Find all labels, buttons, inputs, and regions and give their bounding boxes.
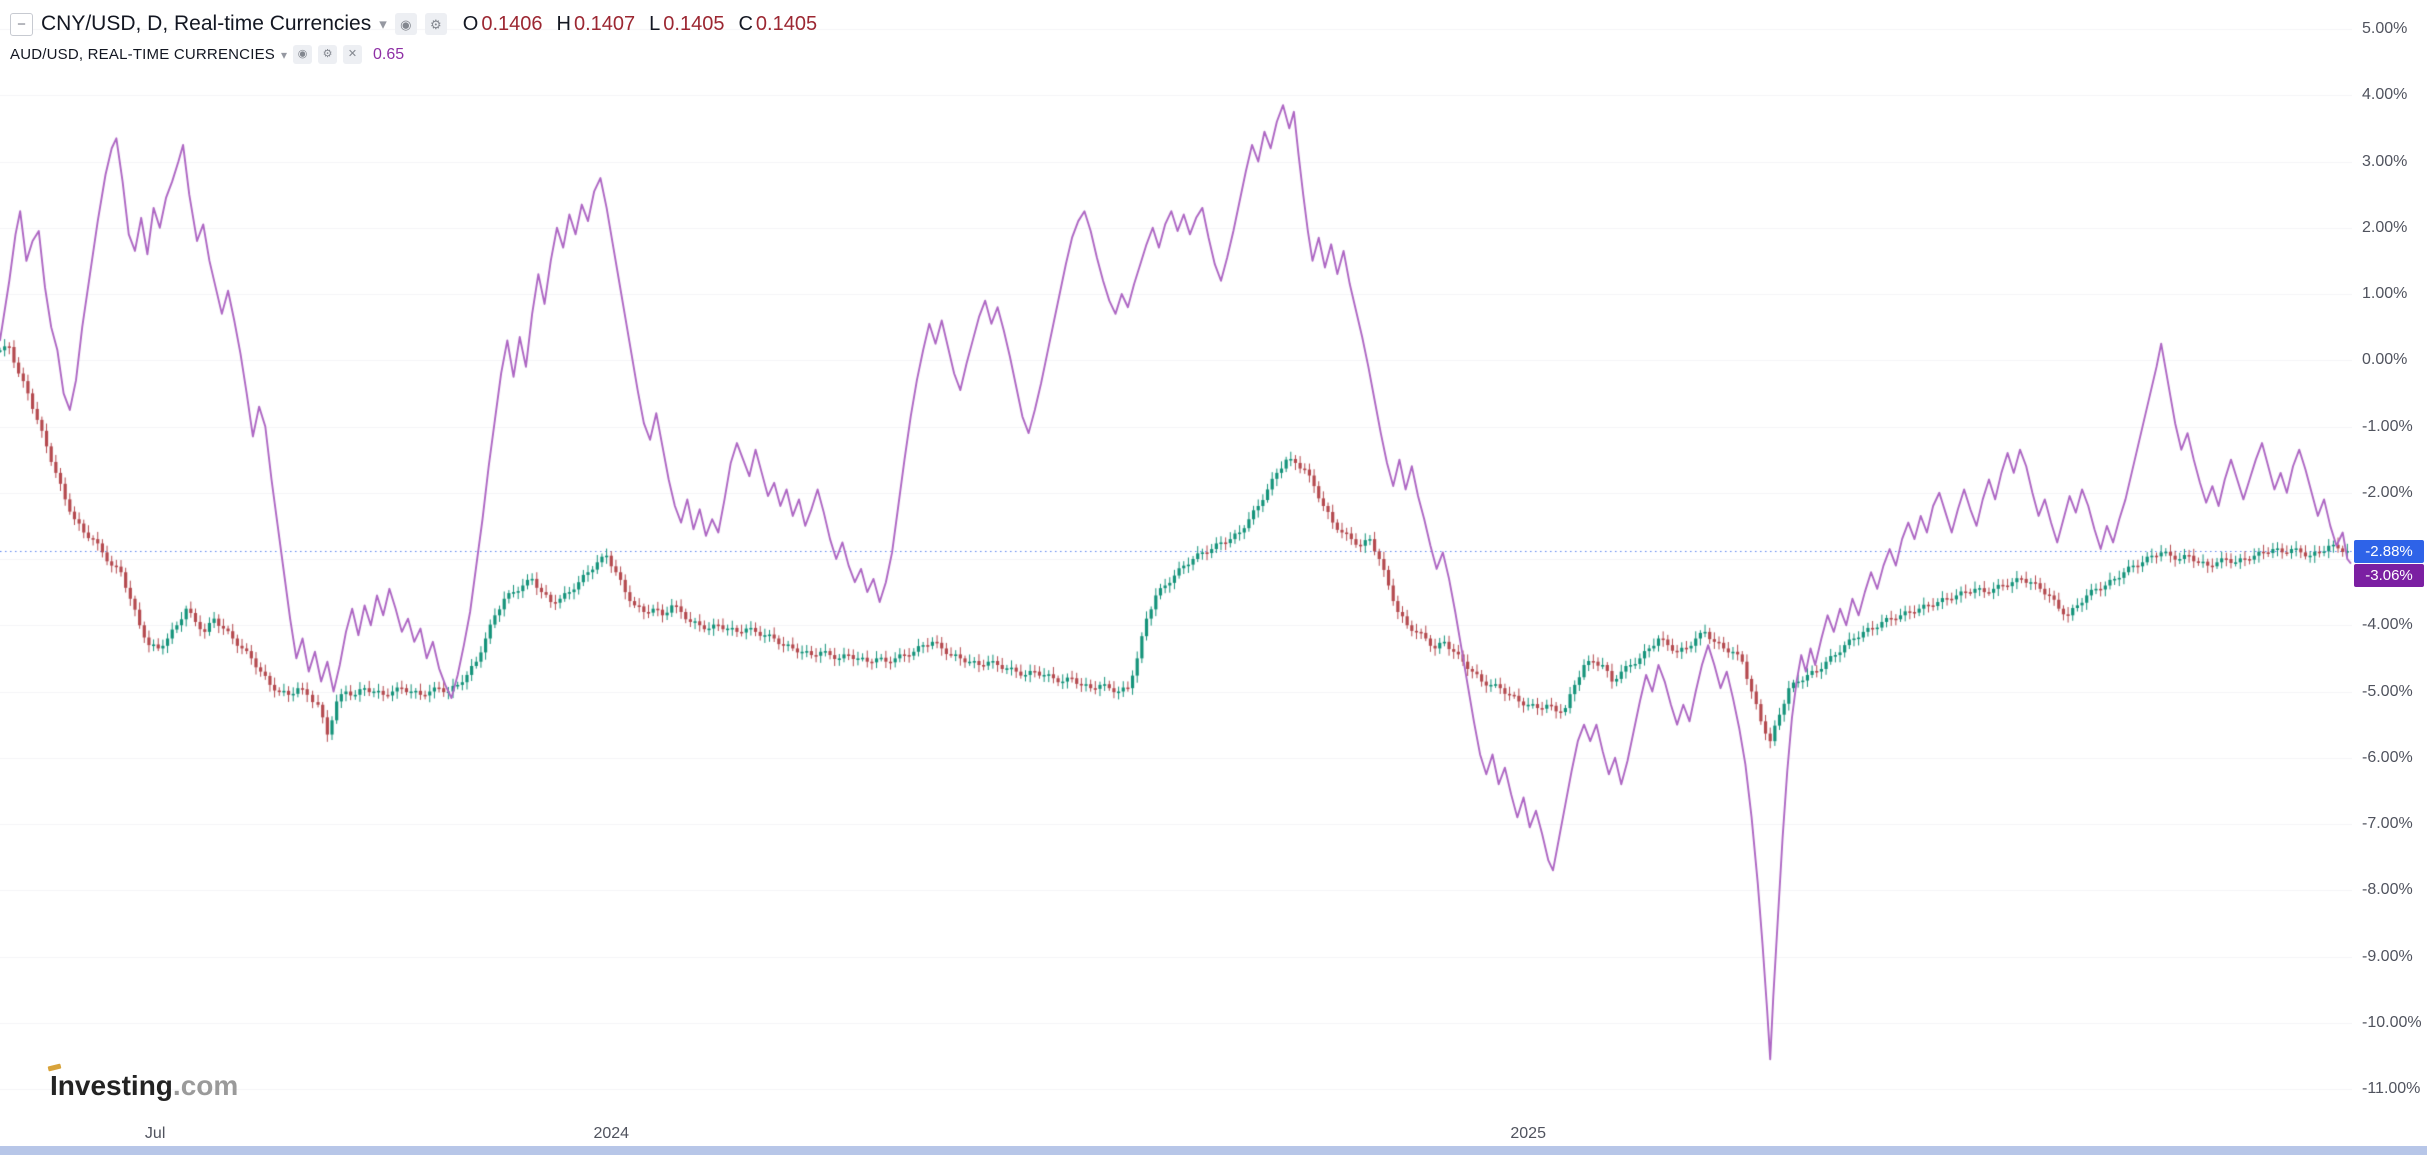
y-axis-label: -8.00% xyxy=(2362,881,2413,899)
logo-text: Investing xyxy=(50,1070,173,1101)
y-axis-label: -9.00% xyxy=(2362,947,2413,965)
ohlc-low-label: L xyxy=(649,12,661,35)
legend: − CNY/USD, D, Real-time Currencies ▾ ◉ ⚙… xyxy=(10,8,817,64)
y-axis-label: -6.00% xyxy=(2362,748,2413,766)
close-icon[interactable]: ✕ xyxy=(343,45,363,64)
overlay-series-row: AUD/USD, REAL-TIME CURRENCIES ▾ ◉ ⚙ ✕ 0.… xyxy=(10,45,817,64)
settings-icon[interactable]: ⚙ xyxy=(424,13,447,35)
ohlc-high: H 0.1407 xyxy=(557,13,636,36)
y-axis-label: 2.00% xyxy=(2362,218,2408,236)
symbol-title[interactable]: CNY/USD, D, Real-time Currencies xyxy=(41,12,372,35)
settings-icon[interactable]: ⚙ xyxy=(318,45,338,64)
y-axis-label: -5.00% xyxy=(2362,682,2413,700)
y-axis-label: 4.00% xyxy=(2362,86,2408,104)
y-axis-label: 3.00% xyxy=(2362,152,2408,170)
ohlc-open: O 0.1406 xyxy=(463,13,543,36)
ohlc-open-label: O xyxy=(462,12,479,35)
horizontal-scrollbar[interactable] xyxy=(0,1146,2427,1155)
main-series-row: − CNY/USD, D, Real-time Currencies ▾ ◉ ⚙… xyxy=(10,8,817,40)
x-axis-label: 2024 xyxy=(593,1125,630,1142)
chevron-down-icon[interactable]: ▾ xyxy=(379,16,387,33)
ohlc-high-label: H xyxy=(556,12,571,35)
ohlc-low-value: 0.1405 xyxy=(663,12,725,35)
collapse-legend-icon[interactable]: − xyxy=(10,12,33,36)
y-axis-label: 5.00% xyxy=(2362,20,2408,37)
y-axis-label: -4.00% xyxy=(2362,616,2413,634)
price-badge-cny-usd: -2.88% xyxy=(2354,539,2424,563)
visibility-icon[interactable]: ◉ xyxy=(394,13,417,35)
ohlc-values: O 0.1406 H 0.1407 L 0.1405 C 0.1405 xyxy=(463,13,817,36)
logo-suffix: .com xyxy=(172,1070,239,1101)
overlay-symbol-title[interactable]: AUD/USD, REAL-TIME CURRENCIES xyxy=(10,46,275,63)
ohlc-close-value: 0.1405 xyxy=(755,12,818,35)
y-axis-label: -7.00% xyxy=(2362,815,2413,832)
time-axis[interactable]: Jul 2024 2025 xyxy=(0,1119,2427,1146)
x-axis-label: Jul xyxy=(144,1125,166,1142)
visibility-icon[interactable]: ◉ xyxy=(293,45,313,64)
y-axis-label: -1.00% xyxy=(2362,417,2413,435)
chevron-down-icon[interactable]: ▾ xyxy=(281,47,288,62)
y-axis-label: -2.00% xyxy=(2362,483,2413,501)
ohlc-low: L 0.1405 xyxy=(649,13,724,36)
ohlc-close: C 0.1405 xyxy=(738,13,817,36)
ohlc-high-value: 0.1407 xyxy=(573,12,636,35)
y-axis-label: -11.00% xyxy=(2362,1080,2421,1097)
ohlc-close-label: C xyxy=(738,12,753,35)
y-axis-label: -10.00% xyxy=(2362,1013,2422,1031)
price-axis[interactable]: 5.00% 4.00% 3.00% 2.00% 1.00% 0.00% -1.00% -2.0… xyxy=(2352,0,2427,1119)
investing-logo[interactable]: Investing.com xyxy=(47,1063,239,1101)
price-badge-aud-usd: -3.06% xyxy=(2354,563,2424,587)
chart-plot-area[interactable] xyxy=(0,0,2352,1119)
x-axis-label: 2025 xyxy=(1510,1125,1546,1142)
overlay-value: 0.65 xyxy=(373,45,405,63)
y-axis-label: 1.00% xyxy=(2362,285,2408,302)
ohlc-open-value: 0.1406 xyxy=(481,12,543,35)
y-axis-label: 0.00% xyxy=(2362,351,2408,369)
